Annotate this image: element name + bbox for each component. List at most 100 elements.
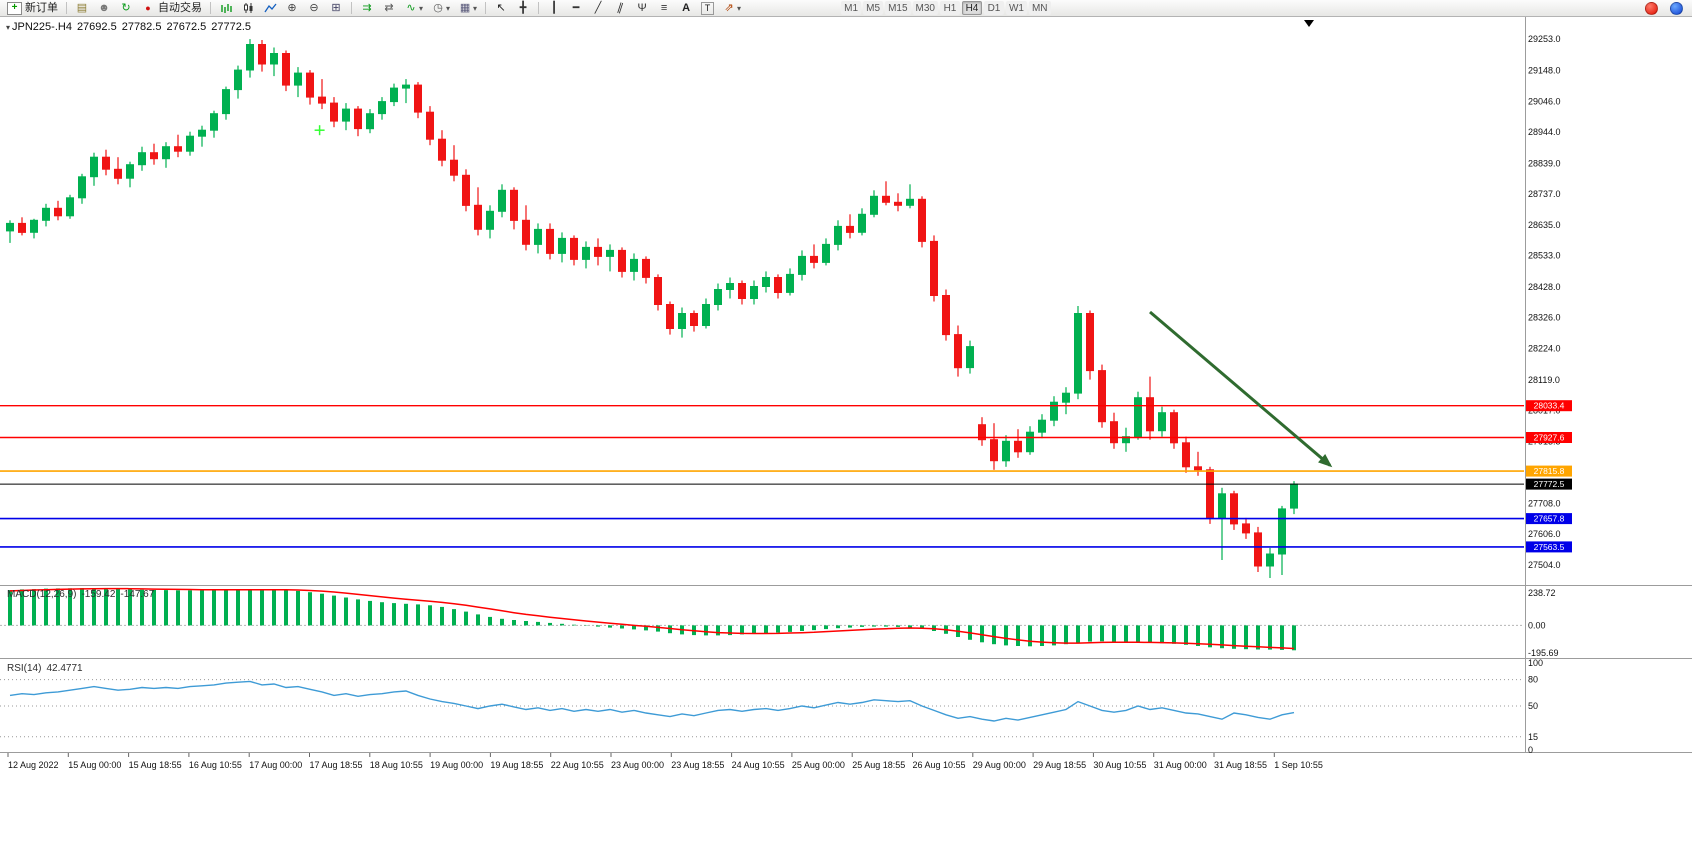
- zoom-in-button[interactable]: ⊕: [282, 1, 302, 16]
- zoom-out-button[interactable]: ⊖: [304, 1, 324, 16]
- svg-text:-195.69: -195.69: [1528, 648, 1559, 658]
- svg-text:31 Aug 00:00: 31 Aug 00:00: [1154, 760, 1207, 770]
- svg-text:16 Aug 10:55: 16 Aug 10:55: [189, 760, 242, 770]
- svg-text:100: 100: [1528, 658, 1543, 668]
- rsi-label: RSI(14) 42.4771: [7, 663, 88, 674]
- macd-panel-area[interactable]: [0, 586, 1525, 658]
- svg-text:27772.5: 27772.5: [1534, 479, 1565, 489]
- time-axis-labels: 12 Aug 2022 15 Aug 00:00 15 Aug 18:55 16 Au…: [7, 753, 1323, 770]
- svg-text:26 Aug 10:55: 26 Aug 10:55: [913, 760, 966, 770]
- tile-windows-button[interactable]: ⊞: [326, 1, 346, 16]
- timeframe-d1-button[interactable]: D1: [983, 1, 1004, 15]
- notifications-button[interactable]: [1640, 1, 1663, 16]
- price-badges: 28033.4 27927.6 27815.8 27772.5 27657.8 27563…: [1526, 400, 1572, 553]
- bar-chart-button[interactable]: [216, 1, 236, 16]
- macd-signal-line: [9, 587, 1295, 650]
- svg-text:27563.5: 27563.5: [1534, 542, 1565, 552]
- timeframe-h4-button[interactable]: H4: [961, 1, 982, 15]
- profile-icon: ☻: [98, 2, 110, 14]
- equidistant-channel-button[interactable]: ∥: [610, 1, 630, 16]
- rsi-value: 42.4771: [46, 663, 83, 674]
- trendline-icon: ╱: [594, 2, 602, 14]
- timeframe-m15-button[interactable]: M15: [885, 1, 911, 15]
- andrews-pitchfork-button[interactable]: Ψ: [632, 1, 652, 16]
- text-button[interactable]: A: [676, 1, 696, 16]
- chevron-down-icon: ▾: [473, 3, 478, 13]
- chart-shift-button[interactable]: ⇄: [379, 1, 399, 16]
- svg-text:19 Aug 18:55: 19 Aug 18:55: [490, 760, 543, 770]
- rsi-line: [9, 680, 1295, 722]
- timeframe-m30-button[interactable]: M30: [912, 1, 938, 15]
- svg-text:28326.0: 28326.0: [1528, 313, 1561, 323]
- macd-value-main: -159.42: [81, 589, 116, 600]
- macd-name: MACD(12,26,9): [7, 589, 77, 600]
- cursor-button[interactable]: ↖: [491, 1, 511, 16]
- candlestick-chart-button[interactable]: [238, 1, 258, 16]
- templates-button[interactable]: ▦ ▾: [455, 1, 480, 16]
- svg-text:28224.0: 28224.0: [1528, 343, 1561, 353]
- line-chart-button[interactable]: [260, 1, 280, 16]
- trend-arrow[interactable]: [1149, 310, 1336, 471]
- profile-button[interactable]: ☻: [94, 1, 114, 16]
- text-label-button[interactable]: T: [698, 1, 717, 16]
- zoom-in-icon: ⊕: [287, 2, 297, 14]
- svg-text:23 Aug 18:55: 23 Aug 18:55: [671, 760, 724, 770]
- svg-text:28428.0: 28428.0: [1528, 282, 1561, 292]
- svg-text:27657.8: 27657.8: [1534, 514, 1565, 524]
- svg-text:28737.0: 28737.0: [1528, 189, 1561, 199]
- macd-axis-labels: 238.72 0.00 -195.69: [1528, 588, 1559, 658]
- vertical-line-button[interactable]: ┃: [544, 1, 564, 16]
- new-order-button[interactable]: + 新订单: [4, 1, 61, 16]
- plus-marker: [314, 125, 325, 136]
- fibonacci-button[interactable]: ≡: [654, 1, 674, 16]
- price-axis[interactable]: [1525, 17, 1692, 753]
- svg-text:29148.0: 29148.0: [1528, 66, 1561, 76]
- timeframe-mn-button[interactable]: MN: [1028, 1, 1051, 15]
- indicators-button[interactable]: ∿ ▾: [401, 1, 426, 16]
- bar-chart-icon: [219, 2, 233, 15]
- chevron-down-icon: ▾: [737, 3, 742, 13]
- charts-window-button[interactable]: ▤: [72, 1, 92, 16]
- toolbar-separator: [210, 2, 211, 14]
- timeframe-h1-button[interactable]: H1: [939, 1, 960, 15]
- svg-text:0: 0: [1528, 745, 1533, 755]
- svg-text:27504.0: 27504.0: [1528, 560, 1561, 570]
- refresh-button[interactable]: ↻: [116, 1, 136, 16]
- time-axis[interactable]: [0, 753, 1525, 777]
- periods-button[interactable]: ◷ ▾: [428, 1, 453, 16]
- toolbar-separator: [538, 2, 540, 14]
- horizontal-lines[interactable]: [0, 405, 1524, 548]
- auto-trading-button[interactable]: ● 自动交易: [138, 1, 205, 16]
- zoom-out-icon: ⊖: [309, 2, 319, 14]
- svg-text:80: 80: [1528, 675, 1538, 685]
- auto-trading-label: 自动交易: [158, 1, 202, 14]
- community-button[interactable]: [1665, 1, 1688, 16]
- auto-scroll-button[interactable]: ⇉: [357, 1, 377, 16]
- main-chart-area[interactable]: [0, 17, 1525, 585]
- toolbar-separator: [351, 2, 352, 14]
- timeframe-w1-button[interactable]: W1: [1005, 1, 1027, 15]
- svg-text:23 Aug 00:00: 23 Aug 00:00: [611, 760, 664, 770]
- arrows-button[interactable]: ⇗ ▾: [719, 1, 744, 16]
- symbol-period-label: JPN225-.H4: [12, 21, 72, 33]
- notifications-icon: [1645, 1, 1658, 15]
- timeframe-m1-button[interactable]: M1: [841, 1, 862, 15]
- rsi-axis-labels: 100 80 50 15 0: [1528, 658, 1543, 755]
- svg-text:25 Aug 18:55: 25 Aug 18:55: [852, 760, 905, 770]
- svg-text:0.00: 0.00: [1528, 620, 1546, 630]
- text-label-icon: T: [701, 1, 715, 15]
- timeframe-m5-button[interactable]: M5: [863, 1, 884, 15]
- indicators-icon: ∿: [406, 2, 416, 14]
- vertical-line-icon: ┃: [550, 2, 558, 14]
- crosshair-button[interactable]: ╋: [513, 1, 533, 16]
- rsi-panel-area[interactable]: [0, 659, 1525, 752]
- horizontal-line-button[interactable]: ━: [566, 1, 586, 16]
- svg-text:27927.6: 27927.6: [1534, 433, 1565, 443]
- svg-text:22 Aug 10:55: 22 Aug 10:55: [551, 760, 604, 770]
- trendline-button[interactable]: ╱: [588, 1, 608, 16]
- macd-label: MACD(12,26,9) -159.42 -147.67: [7, 589, 159, 600]
- new-order-label: 新订单: [25, 1, 58, 14]
- one-click-trading-toggle[interactable]: ▾: [6, 23, 11, 32]
- auto-scroll-icon: ⇉: [362, 2, 372, 14]
- toolbar-separator: [66, 2, 67, 14]
